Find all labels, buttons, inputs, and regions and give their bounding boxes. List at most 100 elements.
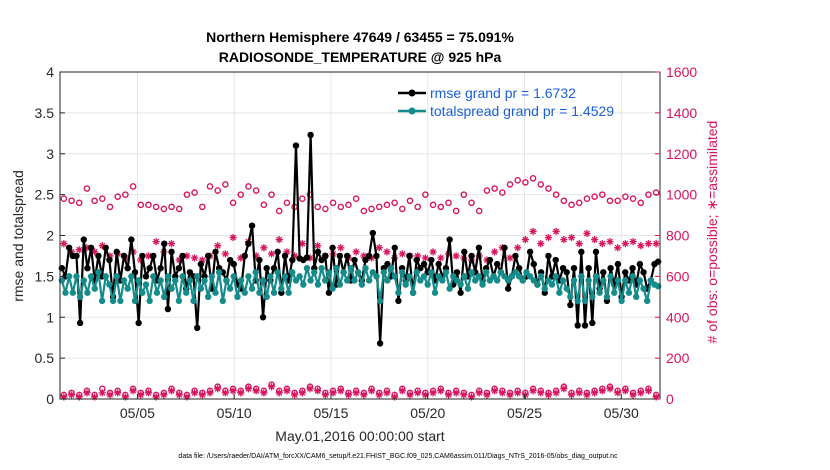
- possible-obs-marker: [460, 191, 468, 198]
- assimilated-obs-marker: [352, 389, 360, 397]
- asterisk-stroke: [545, 234, 552, 241]
- possible-obs-marker: [314, 203, 321, 211]
- assimilated-obs-marker: [229, 387, 237, 395]
- totalspread-point: [483, 269, 490, 276]
- rmse-point: [453, 269, 461, 276]
- rmse-point: [622, 269, 629, 276]
- rmse-point: [65, 244, 73, 251]
- asterisk-stroke: [606, 238, 614, 245]
- possible-obs-marker: [399, 205, 406, 213]
- rmse-point: [241, 252, 248, 260]
- possible-obs-marker: [237, 191, 245, 198]
- totalspread-point: [274, 269, 281, 276]
- totalspread-point: [398, 269, 406, 276]
- assimilated-obs-marker: [521, 235, 529, 244]
- assimilated-obs-marker: [606, 238, 614, 246]
- asterisk-stroke: [522, 391, 529, 398]
- assimilated-obs-marker: [152, 238, 160, 246]
- totalspread-point: [300, 281, 307, 288]
- possible-obs-marker: [275, 207, 283, 215]
- possible-obs-marker: [183, 191, 191, 198]
- rmse-point: [446, 236, 453, 243]
- totalspread-point: [384, 277, 391, 284]
- asterisk-stroke: [283, 387, 290, 394]
- assimilated-obs-marker: [221, 250, 229, 258]
- rmse-point: [413, 256, 420, 264]
- totalspread-point: [303, 265, 311, 272]
- rmse-point: [314, 248, 322, 256]
- rmse-point: [406, 252, 413, 260]
- totalspread-point: [589, 293, 596, 301]
- possible-obs-marker: [91, 197, 98, 205]
- possible-obs-marker: [491, 185, 498, 192]
- assimilated-obs-marker: [260, 244, 268, 252]
- asterisk-stroke: [637, 389, 644, 396]
- totalspread-point: [270, 289, 278, 296]
- rmse-point: [161, 240, 168, 247]
- assimilated-obs-marker: [214, 242, 222, 250]
- assimilated-obs-marker: [214, 385, 222, 393]
- possible-obs-marker: [560, 197, 568, 205]
- assimilated-obs-marker: [629, 391, 637, 399]
- totalspread-point: [245, 273, 252, 280]
- totalspread-point: [329, 285, 336, 292]
- asterisk-stroke: [591, 389, 598, 396]
- asterisk-stroke: [137, 391, 144, 398]
- rmse-point: [248, 222, 256, 229]
- totalspread-point: [296, 273, 303, 280]
- totalspread-point: [190, 297, 197, 305]
- totalspread-point: [314, 281, 322, 288]
- possible-obs-marker: [352, 195, 360, 203]
- totalspread-point: [618, 297, 625, 305]
- rmse-point: [84, 265, 91, 272]
- asterisk-stroke: [376, 244, 383, 251]
- totalspread-point: [413, 269, 420, 276]
- totalspread-point: [607, 273, 614, 280]
- asterisk-stroke: [145, 389, 152, 396]
- totalspread-point: [201, 277, 208, 284]
- possible-obs-marker: [475, 207, 483, 215]
- rmse-point: [318, 256, 325, 264]
- assimilated-obs-marker: [567, 391, 576, 399]
- totalspread-point: [322, 277, 329, 284]
- possible-obs-marker: [83, 185, 91, 192]
- asterisk-stroke: [599, 387, 606, 394]
- asterisk-stroke: [491, 248, 498, 255]
- rmse-point: [545, 252, 552, 260]
- rmse-point: [289, 256, 296, 264]
- assimilated-obs-marker: [414, 389, 422, 397]
- rmse-point: [204, 252, 212, 260]
- possible-obs-marker: [429, 201, 437, 209]
- assimilated-obs-marker: [360, 391, 368, 399]
- assimilated-obs-marker: [552, 389, 560, 397]
- totalspread-point: [212, 289, 219, 296]
- asterisk-stroke: [299, 240, 306, 247]
- rmse-point: [120, 252, 128, 260]
- x-tick-label: 05/05: [120, 405, 155, 421]
- asterisk-stroke: [614, 244, 621, 251]
- rmse-point: [197, 260, 205, 268]
- asterisk-stroke: [399, 250, 406, 257]
- totalspread-point: [135, 277, 142, 284]
- assimilated-obs-marker: [244, 385, 253, 393]
- asterisk-stroke: [268, 250, 275, 257]
- asterisk-stroke: [276, 389, 283, 396]
- totalspread-point: [318, 265, 325, 272]
- asterisk-stroke: [353, 389, 360, 396]
- rmse-point: [186, 269, 194, 276]
- rmse-point: [581, 322, 589, 329]
- totalspread-point: [406, 273, 413, 280]
- rmse-point: [259, 314, 267, 321]
- possible-obs-marker: [60, 195, 68, 203]
- totalspread-point: [117, 297, 124, 305]
- asterisk-stroke: [314, 242, 321, 249]
- rmse-point: [559, 265, 567, 272]
- rmse-point: [600, 269, 607, 276]
- asterisk-stroke: [568, 234, 575, 241]
- assimilated-obs-marker: [637, 242, 645, 250]
- possible-obs-marker: [199, 203, 206, 211]
- asterisk-stroke: [453, 252, 460, 259]
- possible-obs-marker: [468, 199, 475, 207]
- rmse-point: [87, 244, 95, 251]
- y-axis-right: 0 200 400 600 800 1000 1200 1400 1600: [655, 64, 697, 407]
